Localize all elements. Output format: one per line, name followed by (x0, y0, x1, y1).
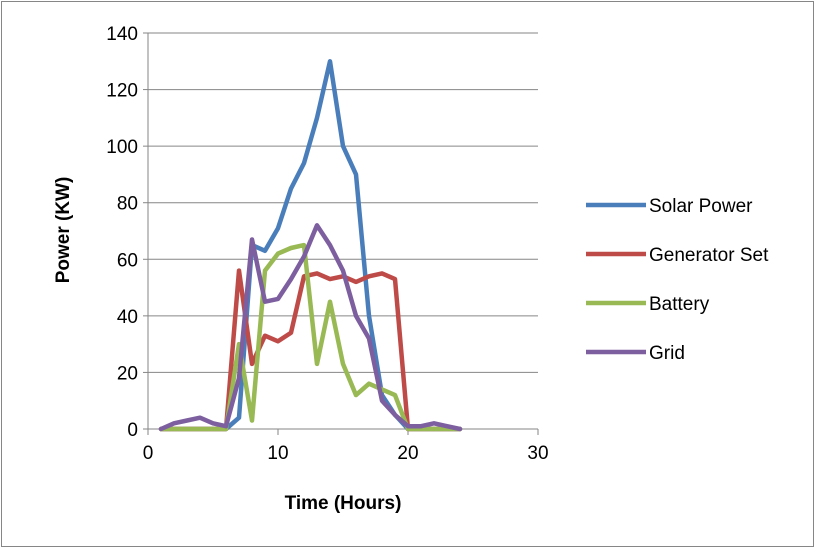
y-tick-label: 40 (117, 307, 138, 328)
x-tick-label: 10 (267, 443, 288, 464)
series-line-battery (158, 242, 463, 432)
y-tick-label: 0 (127, 420, 138, 441)
x-tick-labels: 0 10 20 30 (143, 443, 549, 464)
legend: Solar Power Generator Set Battery Grid (586, 196, 769, 364)
x-tick-label: 20 (397, 443, 418, 464)
y-axis-title: Power (KW) (53, 177, 74, 284)
series-lines (158, 59, 463, 432)
legend-label-solar-power: Solar Power (649, 196, 753, 217)
y-tick-label: 120 (106, 81, 138, 102)
y-tick-labels: 0 20 40 60 80 100 120 140 (106, 24, 138, 441)
x-axis-title: Time (Hours) (285, 493, 402, 514)
y-tick-label: 100 (106, 137, 138, 158)
legend-label-grid: Grid (649, 343, 685, 364)
y-tick-label: 80 (117, 194, 138, 215)
axes (143, 32, 539, 435)
legend-label-generator-set: Generator Set (649, 245, 769, 266)
y-tick-label: 60 (117, 250, 138, 271)
y-tick-label: 20 (117, 363, 138, 384)
x-tick-label: 30 (527, 443, 548, 464)
gridlines (148, 32, 538, 373)
x-tick-label: 0 (143, 443, 154, 464)
y-tick-label: 140 (106, 24, 138, 45)
series-line-grid (158, 223, 463, 432)
legend-label-battery: Battery (649, 294, 710, 315)
